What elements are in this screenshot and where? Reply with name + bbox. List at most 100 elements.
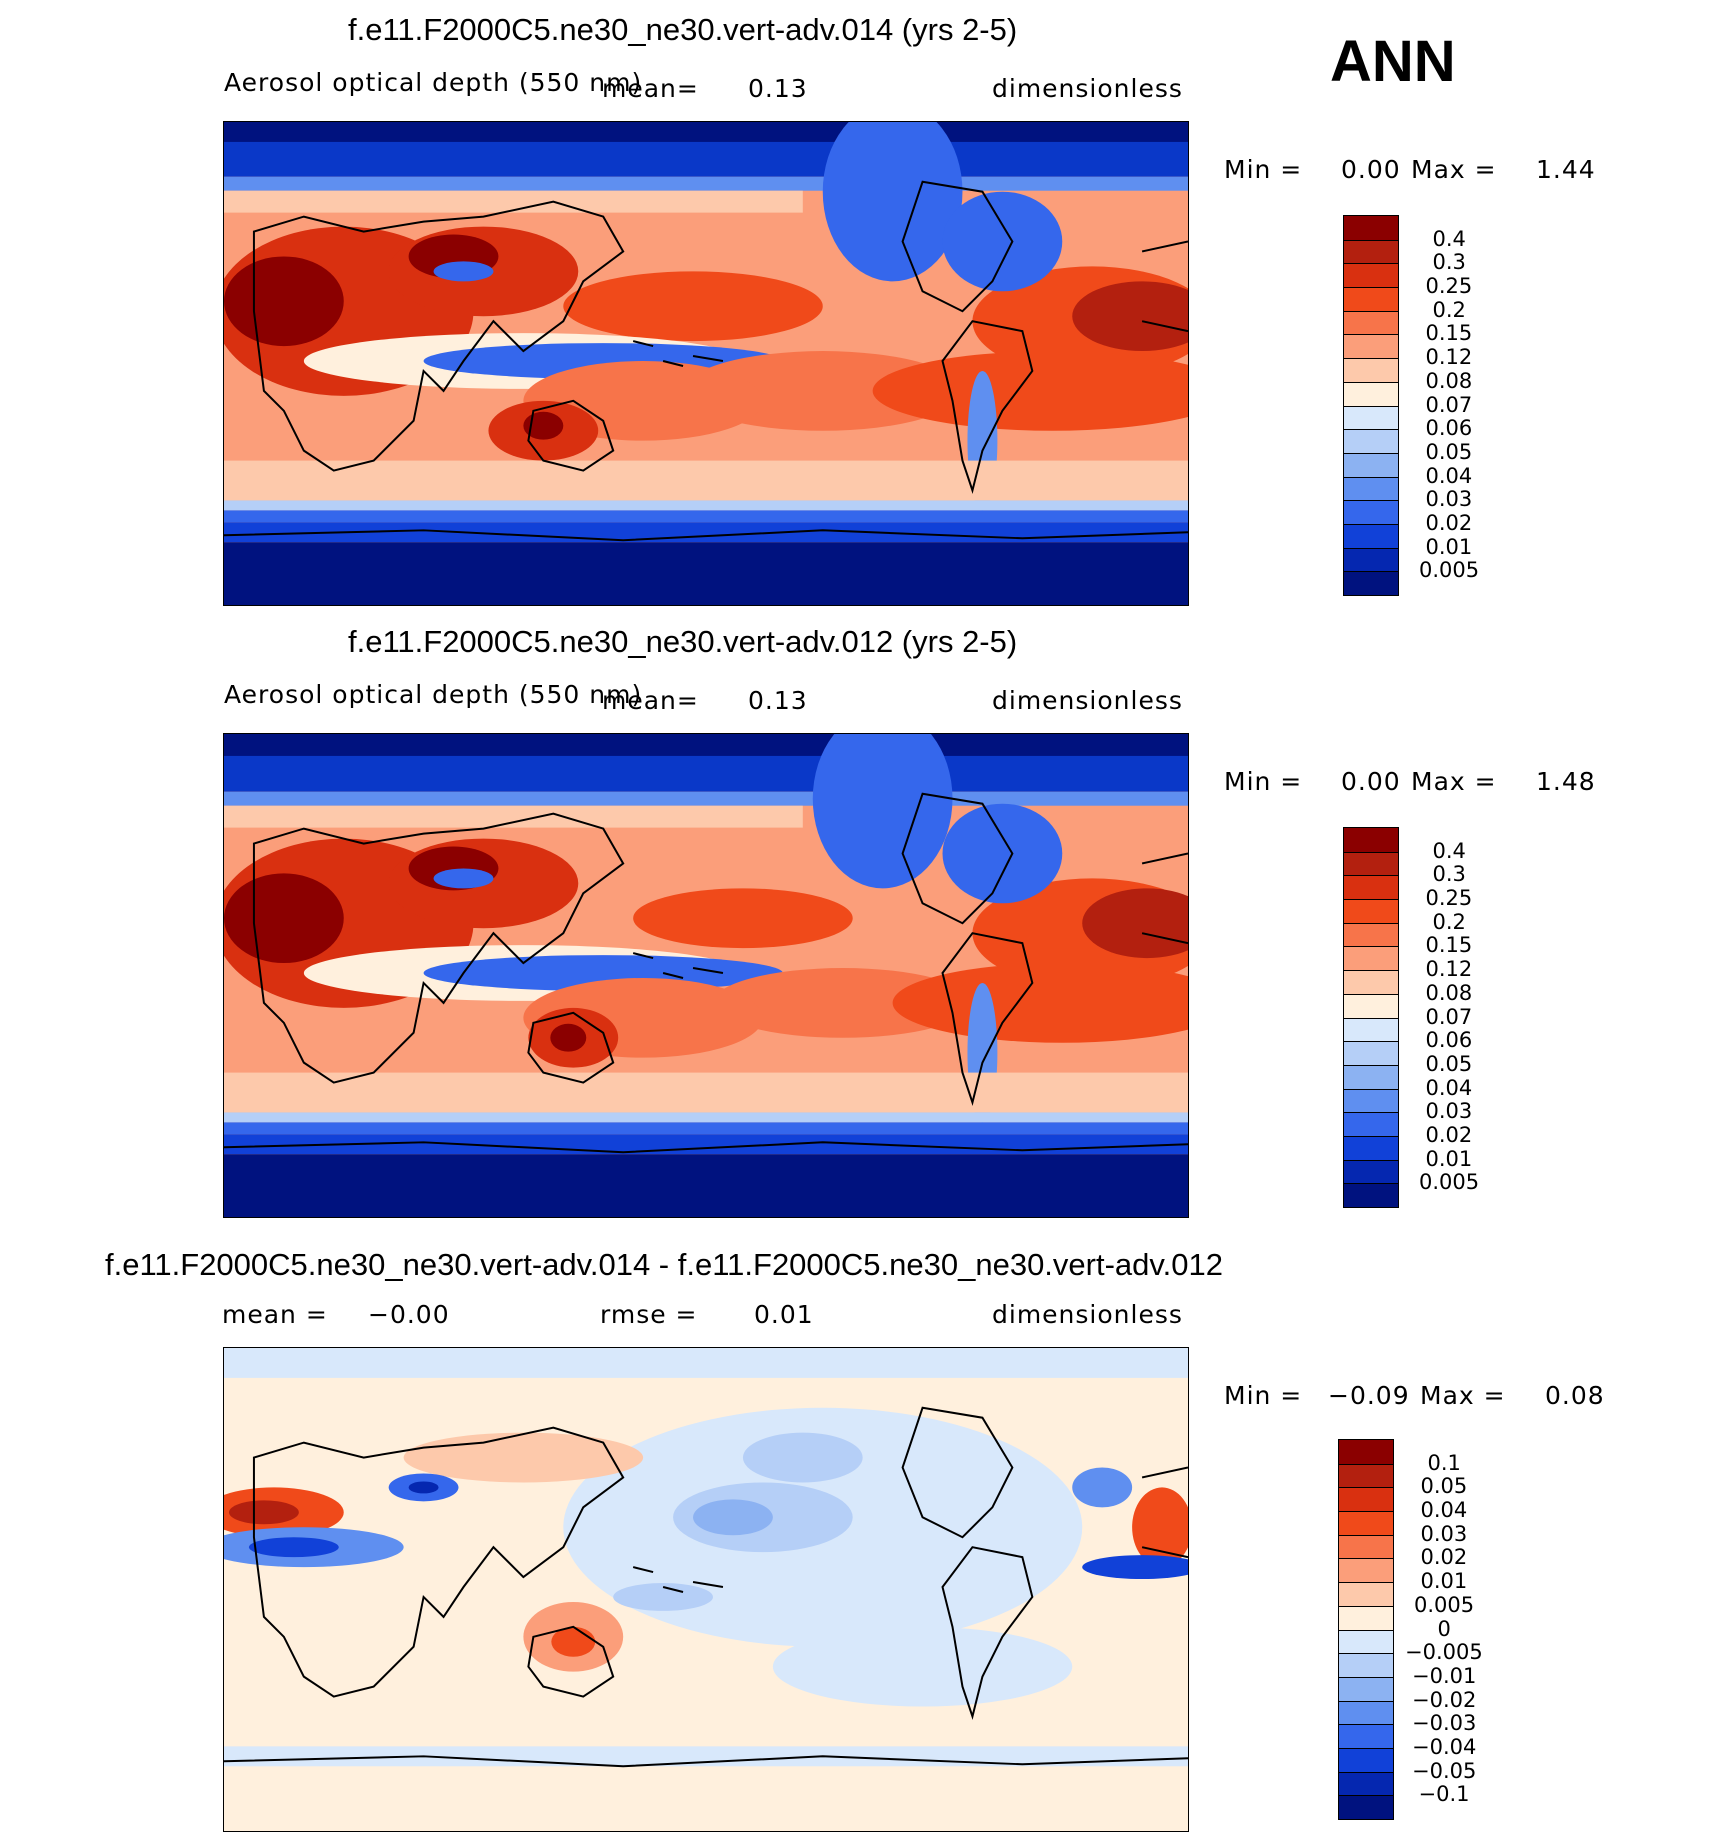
colorbar-level-label: 0.01 bbox=[1425, 1146, 1473, 1171]
colorbar-swatch bbox=[1344, 523, 1398, 548]
colorbar-level-label: 0.3 bbox=[1432, 250, 1466, 275]
panel-2-mean-label: mean= bbox=[602, 686, 699, 715]
colorbar-level-label: 0.03 bbox=[1425, 487, 1473, 512]
colorbar-level-label: −0.1 bbox=[1418, 1782, 1470, 1807]
panel-3-rmse-value: 0.01 bbox=[754, 1300, 814, 1329]
colorbar-swatch bbox=[1344, 500, 1398, 524]
colorbar-level-label: 0.02 bbox=[1420, 1545, 1468, 1570]
colorbar-level-label: 0.05 bbox=[1420, 1474, 1468, 1499]
colorbar-swatch bbox=[1344, 334, 1398, 359]
colorbar-level-label: 0.25 bbox=[1425, 274, 1473, 299]
colorbar-swatch bbox=[1344, 946, 1398, 971]
season-label: ANN bbox=[1330, 29, 1456, 94]
colorbar-level-label: 0.02 bbox=[1425, 510, 1473, 535]
panel-3-mean-label: mean = bbox=[222, 1300, 328, 1329]
colorbar-level-label: 0.04 bbox=[1420, 1498, 1468, 1523]
colorbar-level-label: 0.4 bbox=[1432, 226, 1466, 251]
colorbar-level-label: 0.01 bbox=[1425, 534, 1473, 559]
colorbar-swatch bbox=[1339, 1582, 1393, 1606]
colorbar-level-label: 0.05 bbox=[1425, 439, 1473, 464]
colorbar-swatch bbox=[1344, 381, 1398, 406]
colorbar-swatch bbox=[1344, 263, 1398, 288]
colorbar-swatch bbox=[1344, 429, 1398, 453]
colorbar-swatch bbox=[1344, 358, 1398, 382]
colorbar-swatch bbox=[1344, 1088, 1398, 1113]
panel-1-max-label: Max = bbox=[1411, 155, 1497, 184]
panel-2-mean-value: 0.13 bbox=[748, 686, 808, 715]
colorbar-swatch bbox=[1344, 851, 1398, 876]
colorbar-level-label: 0.4 bbox=[1432, 838, 1466, 863]
colorbar-swatch bbox=[1344, 287, 1398, 311]
panel-2-units: dimensionless bbox=[992, 686, 1183, 715]
colorbar-swatch bbox=[1339, 1653, 1393, 1677]
colorbar-level-label: 0.15 bbox=[1425, 933, 1473, 958]
panel-1-units: dimensionless bbox=[992, 74, 1183, 103]
panel-3-rmse-label: rmse = bbox=[600, 1300, 698, 1329]
colorbar-swatch bbox=[1344, 922, 1398, 947]
colorbar-swatch bbox=[1344, 1183, 1398, 1207]
panel-2-min-value: 0.00 bbox=[1341, 767, 1401, 796]
colorbar-level-label: 0.06 bbox=[1425, 416, 1473, 441]
colorbar-swatch bbox=[1344, 1064, 1398, 1089]
colorbar-level-label: 0.15 bbox=[1425, 321, 1473, 346]
colorbar-level-label: 0.005 bbox=[1419, 1170, 1480, 1195]
colorbar-level-label: 0.3 bbox=[1432, 862, 1466, 887]
colorbar-swatch bbox=[1339, 1534, 1393, 1559]
panel-1-mean-value: 0.13 bbox=[748, 74, 808, 103]
colorbar-level-label: −0.01 bbox=[1412, 1663, 1477, 1688]
panel-1-min-label: Min = bbox=[1224, 155, 1303, 184]
panel-3-map-field bbox=[224, 1348, 1188, 1831]
colorbar-level-label: 0.005 bbox=[1419, 558, 1480, 583]
panel-2-max-value: 1.48 bbox=[1536, 767, 1596, 796]
panel-1-title: f.e11.F2000C5.ne30_ne30.vert-adv.014 (yr… bbox=[348, 12, 1018, 47]
panel-2-min-label: Min = bbox=[1224, 767, 1303, 796]
colorbar-level-label: 0.12 bbox=[1425, 345, 1473, 370]
panel-3-units: dimensionless bbox=[992, 1300, 1183, 1329]
colorbar-swatch bbox=[1344, 1159, 1398, 1184]
colorbar-level-label: 0.07 bbox=[1425, 1004, 1473, 1029]
panel-1-colorbar bbox=[1343, 215, 1399, 596]
colorbar-swatch bbox=[1344, 970, 1398, 994]
colorbar-swatch bbox=[1339, 1676, 1393, 1701]
colorbar-level-label: 0.04 bbox=[1425, 463, 1473, 488]
colorbar-swatch bbox=[1344, 547, 1398, 572]
colorbar-swatch bbox=[1339, 1511, 1393, 1535]
panel-2-map-field bbox=[224, 734, 1188, 1217]
panel-3-mean-value: −0.00 bbox=[368, 1300, 450, 1329]
colorbar-swatch bbox=[1339, 1558, 1393, 1583]
panel-1-min-value: 0.00 bbox=[1341, 155, 1401, 184]
colorbar-level-label: 0.1 bbox=[1427, 1450, 1461, 1475]
colorbar-swatch bbox=[1339, 1747, 1393, 1772]
panel-3-map bbox=[223, 1347, 1189, 1832]
colorbar-level-label: −0.02 bbox=[1412, 1687, 1477, 1712]
colorbar-swatch bbox=[1344, 1135, 1398, 1160]
panel-3-max-value: 0.08 bbox=[1545, 1381, 1605, 1410]
colorbar-level-label: 0.04 bbox=[1425, 1075, 1473, 1100]
colorbar-swatch bbox=[1339, 1700, 1393, 1725]
colorbar-swatch bbox=[1344, 239, 1398, 264]
colorbar-level-label: 0.08 bbox=[1425, 980, 1473, 1005]
colorbar-level-label: −0.05 bbox=[1412, 1758, 1477, 1783]
panel-3-colorbar bbox=[1338, 1439, 1394, 1820]
colorbar-swatch bbox=[1339, 1463, 1393, 1488]
panel-3-min-label: Min = bbox=[1224, 1381, 1303, 1410]
panel-3-max-label: Max = bbox=[1420, 1381, 1506, 1410]
colorbar-swatch bbox=[1344, 476, 1398, 501]
colorbar-swatch bbox=[1339, 1629, 1393, 1654]
colorbar-level-label: 0.06 bbox=[1425, 1028, 1473, 1053]
panel-2-map bbox=[223, 733, 1189, 1218]
colorbar-level-label: 0.2 bbox=[1432, 297, 1466, 322]
colorbar-swatch bbox=[1344, 1041, 1398, 1065]
colorbar-level-label: 0.005 bbox=[1414, 1592, 1475, 1617]
colorbar-swatch bbox=[1344, 828, 1398, 852]
panel-2-colorbar bbox=[1343, 827, 1399, 1208]
colorbar-level-label: 0.07 bbox=[1425, 392, 1473, 417]
colorbar-level-label: −0.005 bbox=[1405, 1640, 1483, 1665]
panel-1-mean-label: mean= bbox=[602, 74, 699, 103]
colorbar-swatch bbox=[1339, 1771, 1393, 1796]
colorbar-level-label: −0.04 bbox=[1412, 1734, 1477, 1759]
colorbar-level-label: −0.03 bbox=[1412, 1711, 1477, 1736]
colorbar-swatch bbox=[1344, 310, 1398, 335]
colorbar-swatch bbox=[1344, 216, 1398, 240]
colorbar-swatch bbox=[1344, 452, 1398, 477]
